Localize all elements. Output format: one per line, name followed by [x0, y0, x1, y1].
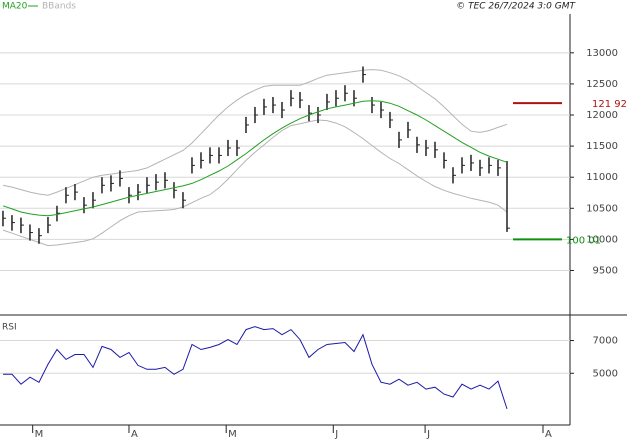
x-tick-label: M — [35, 429, 44, 440]
ma-line — [2, 100, 508, 217]
legend-label: MA20 — [2, 2, 28, 12]
x-tick-label: A — [545, 429, 552, 440]
rsi-line — [3, 326, 508, 410]
y-tick-label: 7000 — [593, 336, 618, 347]
y-tick-label: 12500 — [586, 79, 618, 90]
bband-lower — [2, 119, 508, 247]
credit: © TEC 26/7/2024 3:0 GMT — [456, 2, 576, 12]
x-tick-label: J — [426, 429, 430, 440]
y-tick-label: 5000 — [593, 368, 618, 379]
price-mark-label: 121 92 — [592, 99, 627, 110]
x-tick-label: A — [131, 429, 138, 440]
price-mark-label: 100 01 — [566, 235, 601, 246]
y-tick-label: 13000 — [586, 48, 618, 59]
y-tick-label: 11500 — [586, 141, 618, 152]
y-tick-label: 10500 — [586, 203, 618, 214]
y-tick-label: 11000 — [586, 172, 618, 183]
legend-label: BBands — [42, 2, 76, 12]
y-tick-label: 9500 — [593, 265, 618, 276]
x-tick-label: M — [228, 429, 237, 440]
y-tick-label: 10000 — [586, 234, 618, 245]
rsi-title: RSI — [2, 323, 17, 333]
y-tick-label: 12000 — [586, 110, 618, 121]
bband-upper — [2, 69, 508, 196]
x-tick-label: J — [334, 429, 338, 440]
